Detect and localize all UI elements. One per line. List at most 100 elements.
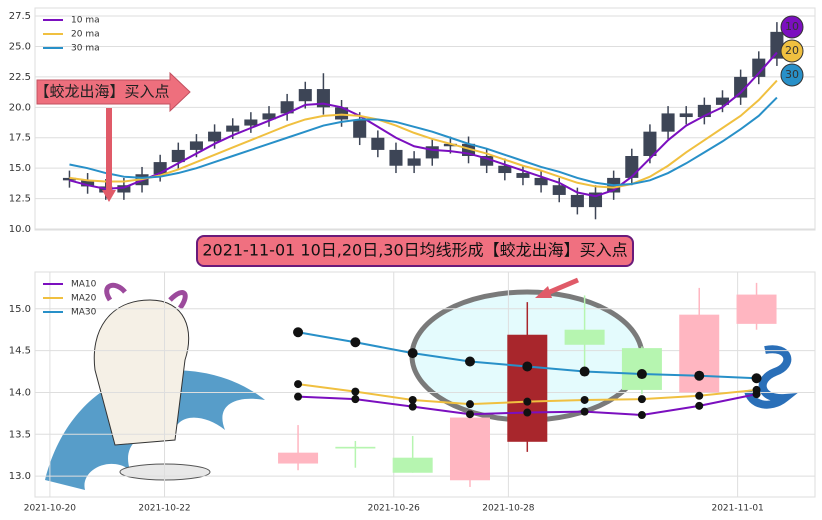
candle-body: [280, 101, 294, 114]
ma-line: [69, 96, 778, 187]
candle-body: [189, 141, 203, 150]
candle-body: [353, 119, 367, 138]
y-tick-label: 15.0: [9, 163, 31, 174]
x-tick-label: 2021-10-28: [482, 504, 535, 514]
end-label: 30: [785, 68, 799, 81]
annotation-arrow-head: [102, 190, 116, 202]
end-label: 20: [785, 44, 799, 57]
ma-point: [523, 397, 532, 406]
ma-point: [695, 391, 704, 400]
annotation: 【蛟龙出海】买入点: [34, 83, 169, 101]
candle-body: [643, 131, 657, 156]
y-tick-label: 20.0: [9, 102, 31, 113]
y-tick-label: 13.5: [9, 429, 31, 440]
ma-point: [351, 387, 360, 396]
ma-point: [637, 411, 646, 420]
legend-label: MA30: [71, 308, 97, 318]
ma-point: [294, 392, 303, 401]
y-tick-label: 12.5: [9, 194, 31, 205]
candle-body: [679, 113, 693, 118]
candle-body: [752, 58, 766, 77]
x-tick-label: 2021-10-26: [368, 504, 421, 514]
ma-point: [522, 361, 533, 372]
y-tick-label: 17.5: [9, 133, 31, 144]
dragon-decoration: [744, 345, 798, 409]
candle-body: [498, 165, 512, 174]
y-tick-label: 14.0: [9, 387, 31, 398]
legend-label: 10 ma: [71, 16, 100, 26]
legend-label: 30 ma: [71, 44, 100, 54]
candle-body: [679, 314, 720, 393]
ma-line: [69, 51, 778, 198]
candle-body: [335, 446, 376, 449]
candle-body: [335, 107, 349, 120]
candle-body: [392, 457, 433, 473]
annotation-arrow-box: [36, 71, 191, 113]
candle-body: [407, 158, 421, 166]
title-arrow-head: [535, 286, 552, 298]
ma-point: [350, 337, 361, 348]
candle-body: [298, 89, 312, 102]
ma-point: [637, 395, 646, 404]
x-tick-label: 2021-11-01: [711, 504, 763, 514]
ma-point: [407, 348, 418, 359]
ma-point: [351, 395, 360, 404]
candle-body: [621, 348, 662, 390]
candle-body: [770, 31, 784, 59]
ma-point: [293, 327, 304, 338]
ma-point: [752, 385, 761, 394]
end-label-badge: [780, 15, 804, 39]
candle-body: [208, 131, 222, 142]
ma-point: [695, 401, 704, 410]
chart-title: 2021-11-01 10日,20日,30日均线形成【蛟龙出海】买入点: [202, 241, 627, 260]
ma-point: [751, 373, 762, 384]
candle-body: [734, 76, 748, 98]
title-box: [196, 235, 634, 267]
candle-body: [244, 119, 258, 126]
top-panel: [34, 7, 816, 231]
end-label-badge: [780, 63, 804, 87]
candle-body: [516, 173, 530, 178]
horns-decoration: [104, 282, 188, 310]
ma-point: [464, 356, 475, 367]
candle-body: [661, 113, 675, 132]
candle-body: [507, 334, 548, 442]
legend-label: MA10: [71, 280, 97, 290]
candle-body: [278, 452, 319, 464]
candle-body: [371, 137, 385, 150]
candle-body: [534, 177, 548, 186]
ma-point: [408, 402, 417, 411]
candle-body: [262, 113, 276, 120]
x-tick-label: 2021-10-22: [138, 504, 190, 514]
ma-point: [694, 370, 705, 381]
candle-body: [736, 294, 777, 324]
ma-point: [580, 407, 589, 416]
legend-label: 20 ma: [71, 30, 100, 40]
ma-point: [465, 410, 474, 419]
end-label: 10: [785, 20, 799, 33]
candle-body: [389, 149, 403, 166]
ma-point: [523, 408, 532, 417]
candle-body: [625, 156, 639, 178]
ma-point: [636, 369, 647, 380]
ma-point: [294, 380, 303, 389]
candle-body: [443, 143, 457, 147]
candle-body: [226, 125, 240, 132]
ma-point: [580, 395, 589, 404]
y-tick-label: 22.5: [9, 72, 31, 83]
candle-body: [171, 149, 185, 163]
candle-body: [564, 329, 605, 345]
legend-label: MA20: [71, 294, 97, 304]
x-tick-label: 2021-10-20: [24, 504, 77, 514]
candle-body: [715, 97, 730, 105]
candle-body: [81, 180, 95, 187]
y-tick-label: 15.0: [9, 304, 31, 315]
candle-body: [316, 89, 330, 108]
ma-point: [579, 366, 590, 377]
candle-body: [449, 417, 490, 481]
y-tick-label: 14.5: [9, 346, 31, 357]
annotation-layer: 【蛟龙出海】买入点 2021-11-01 10日,20日,30日均线形成【蛟龙出…: [34, 71, 634, 298]
title-arrow: [544, 277, 579, 297]
candle-body: [117, 185, 131, 193]
